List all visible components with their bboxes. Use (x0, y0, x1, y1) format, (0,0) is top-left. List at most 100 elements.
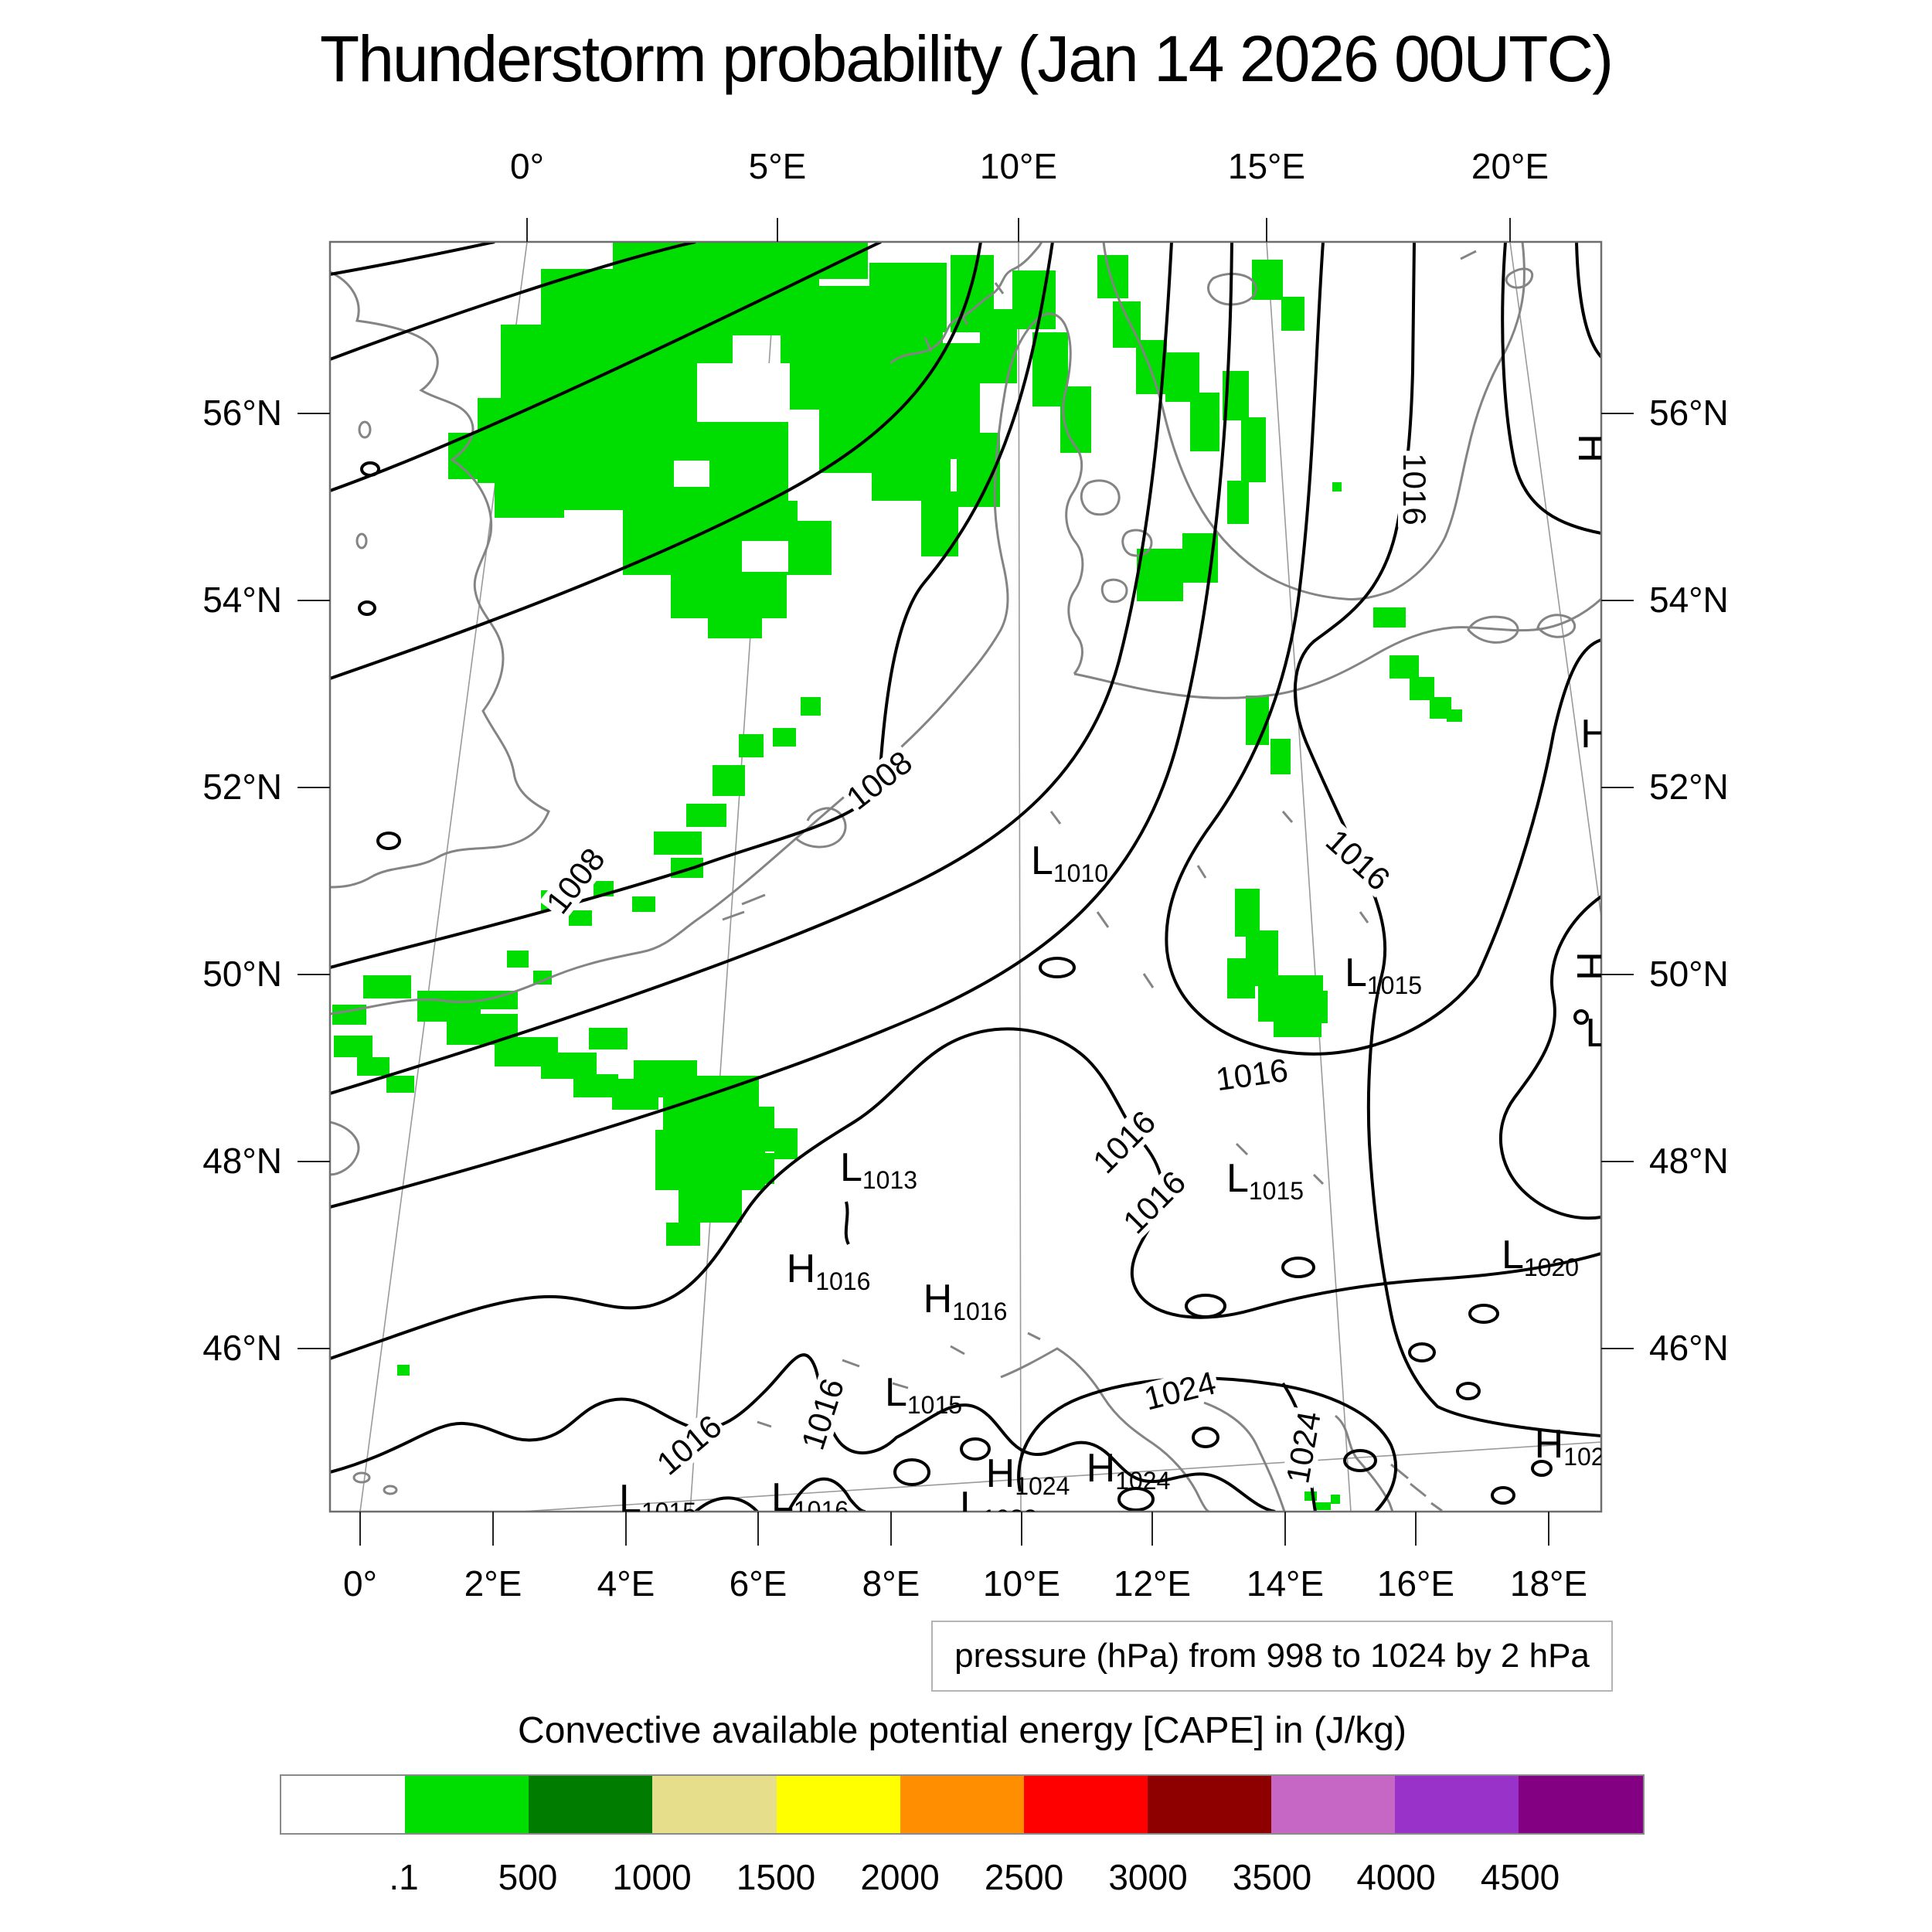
pressure-center-l-1015: L1015 (619, 1479, 696, 1512)
pressure-center-h: H (1570, 434, 1601, 463)
axis-label-right: 54°N (1649, 580, 1729, 620)
axis-label-left: 54°N (202, 580, 282, 620)
pressure-value: 1016 (815, 1267, 871, 1295)
colorbar-tick-label: 2000 (860, 1857, 940, 1897)
cape-patch (1270, 739, 1291, 774)
page-title: Thunderstorm probability (Jan 14 2026 00… (319, 22, 1614, 95)
cape-patch (1246, 696, 1269, 745)
colorbar-title: Convective available potential energy [C… (518, 1710, 1406, 1751)
cape-patch (1190, 393, 1219, 451)
cape-patch (773, 728, 796, 747)
axis-label-bottom: 18°E (1509, 1563, 1588, 1604)
axis-label-top: 0° (510, 146, 544, 186)
pressure-letter: L (1226, 1156, 1249, 1201)
axis-label-bottom: 14°E (1246, 1563, 1325, 1604)
pressure-letter: L (618, 1477, 641, 1512)
pressure-letter: L (1344, 951, 1367, 995)
colorbar-cell (776, 1776, 900, 1833)
axis-label-left: 56°N (202, 393, 282, 433)
cape-patch (397, 1365, 410, 1376)
colorbar-cell (1147, 1776, 1272, 1833)
axis-label-top: 10°E (979, 146, 1058, 186)
pressure-value: 1024 (1115, 1467, 1171, 1495)
cape-patch (1332, 482, 1342, 492)
axis-label-bottom: 0° (343, 1563, 377, 1604)
pressure-value: 1016 (793, 1496, 849, 1512)
colorbar-tick-label: 3000 (1108, 1857, 1188, 1897)
axis-label-right: 46°N (1649, 1328, 1729, 1368)
colorbar-cell (1023, 1776, 1148, 1833)
cape-patch (896, 263, 935, 348)
pressure-center-l-1016: L1016 (771, 1478, 849, 1512)
cape-patch (742, 541, 788, 572)
pressure-letter: H (1086, 1446, 1116, 1491)
cape-patch (589, 1028, 628, 1049)
axis-ticks (298, 218, 1634, 1546)
cape-patch (363, 975, 411, 998)
pressure-letter: H (786, 1247, 816, 1291)
cape-patch (1389, 655, 1419, 679)
pressure-value: 1015 (906, 1391, 963, 1419)
pressure-value: 1016 (952, 1298, 1008, 1325)
pressure-center-l-1015: L1015 (885, 1372, 962, 1417)
axis-label-top: 20°E (1471, 146, 1549, 186)
pressure-center-l-1015: L1015 (1345, 953, 1422, 998)
cape-patch (1241, 417, 1266, 482)
axis-label-right: 56°N (1649, 393, 1729, 433)
contour-label: 1016 (1396, 451, 1433, 528)
contour-label: 1016 (649, 1407, 730, 1483)
colorbar-cell (900, 1776, 1024, 1833)
pressure-caption: pressure (hPa) from 998 to 1024 by 2 hPa (931, 1621, 1613, 1692)
colorbar-tick-label: 1500 (736, 1857, 816, 1897)
cape-patch (357, 1057, 389, 1076)
axis-label-bottom: 8°E (862, 1563, 920, 1604)
cape-patch (774, 1128, 798, 1159)
pressure-letter: L (1501, 1233, 1524, 1277)
contour-label: 1016 (1211, 1052, 1293, 1097)
axis-label-left: 50°N (202, 954, 282, 994)
colorbar-cell (529, 1776, 653, 1833)
cape-patch (1331, 1495, 1340, 1504)
pressure-center-h: H (1580, 714, 1601, 754)
axis-label-bottom: 2°E (464, 1563, 522, 1604)
colorbar-tick-label: .1 (389, 1857, 419, 1897)
pressure-caption-text: pressure (hPa) from 998 to 1024 by 2 hPa (954, 1637, 1590, 1675)
colorbar-tick-label: 500 (498, 1857, 558, 1897)
pressure-letter: L (1030, 838, 1053, 883)
colorbar-cell (652, 1776, 777, 1833)
colorbar-cell (1271, 1776, 1396, 1833)
cape-patch (573, 1074, 618, 1097)
colorbar (280, 1774, 1645, 1835)
pressure-value: 1015 (1248, 1177, 1304, 1205)
axis-label-right: 48°N (1649, 1141, 1729, 1181)
cape-patch (739, 734, 764, 757)
cape-patch (671, 570, 787, 618)
pressure-center-h: H (1568, 951, 1601, 981)
pressure-letter: L (959, 1484, 982, 1512)
axis-label-right: 52°N (1649, 767, 1729, 807)
cape-patch (1227, 958, 1255, 998)
pressure-center-l: L (1586, 1013, 1601, 1053)
cape-patch (386, 1076, 414, 1093)
contour-label: 1016 (794, 1372, 851, 1456)
colorbar-tick-label: 2500 (984, 1857, 1064, 1897)
pressure-center-l-1010: L1010 (1031, 841, 1108, 886)
cape-patch (541, 269, 819, 335)
colorbar-tick-label: 4000 (1356, 1857, 1436, 1897)
contour-label: 1024 (1138, 1364, 1222, 1417)
cape-patch (495, 471, 564, 518)
cape-patch (1314, 1502, 1331, 1510)
cape-patch (674, 461, 709, 487)
pressure-value: 1015 (1366, 971, 1423, 999)
pressure-value: 1020 (1523, 1253, 1580, 1281)
cape-patch (666, 1223, 700, 1246)
axis-label-bottom: 12°E (1113, 1563, 1192, 1604)
colorbar-cell (281, 1776, 406, 1833)
contour-label: 1008 (539, 840, 613, 922)
colorbar-tick-label: 3500 (1232, 1857, 1312, 1897)
cape-patch (1252, 260, 1283, 300)
cape-patch (632, 896, 655, 912)
axis-label-bottom: 6°E (729, 1563, 787, 1604)
axis-label-left: 46°N (202, 1328, 282, 1368)
